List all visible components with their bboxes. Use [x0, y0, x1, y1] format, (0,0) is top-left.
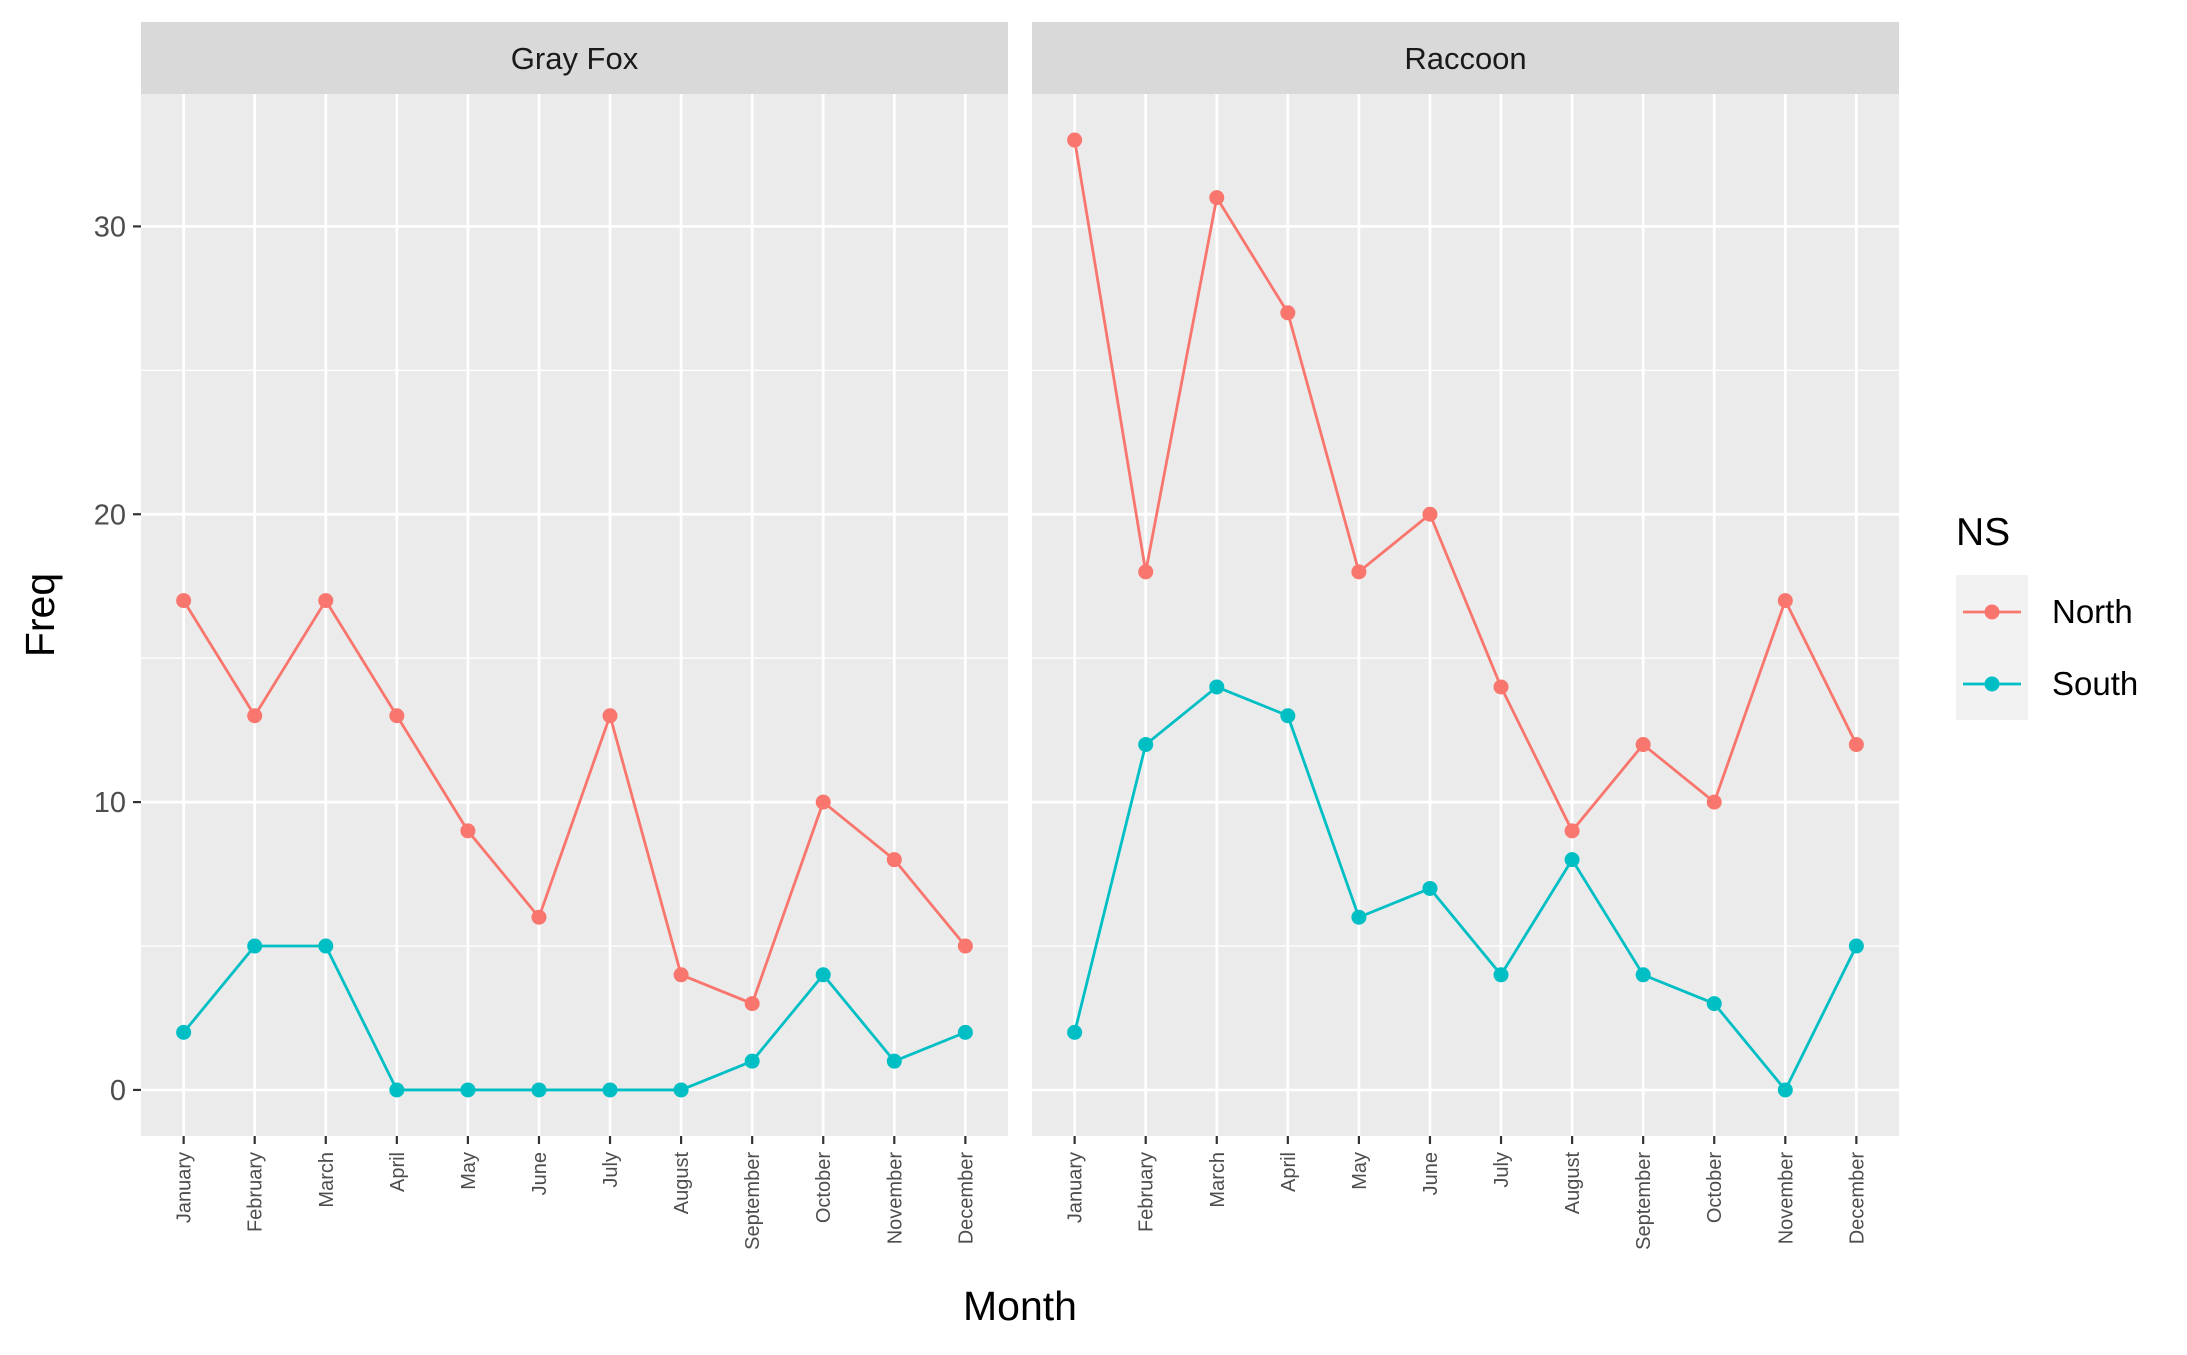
- data-point-south: [815, 967, 831, 983]
- x-tick-label: October: [813, 1152, 835, 1223]
- y-tick-label: 20: [94, 499, 126, 531]
- panel-raccoon: Raccoon January February March April May June J…: [1032, 22, 1899, 1250]
- panel-title: Raccoon: [1404, 41, 1526, 76]
- x-tick-label: September: [1633, 1152, 1655, 1250]
- data-point-north: [318, 593, 334, 609]
- data-point-south: [1848, 938, 1864, 954]
- data-point-north: [886, 852, 902, 868]
- x-tick-label: June: [1420, 1152, 1442, 1195]
- data-point-north: [602, 708, 618, 724]
- data-point-south: [531, 1082, 547, 1098]
- x-tick-label: August: [1562, 1152, 1584, 1215]
- panel-strip: [141, 22, 1008, 94]
- data-point-north: [1067, 132, 1083, 148]
- data-point-north: [176, 593, 192, 609]
- x-axis-title: Month: [963, 1283, 1077, 1329]
- panel-strip: [1032, 22, 1899, 94]
- x-tick-label: March: [1207, 1152, 1229, 1208]
- x-tick-label: September: [742, 1152, 764, 1250]
- data-point-south: [1422, 880, 1438, 896]
- legend: NS North South: [1956, 511, 2138, 720]
- data-point-south: [957, 1024, 973, 1040]
- data-point-south: [1635, 967, 1651, 983]
- series-line-south: [1073, 685, 1858, 1093]
- data-point-north: [460, 823, 476, 839]
- x-tick-label: July: [1491, 1152, 1513, 1188]
- data-point-south: [886, 1053, 902, 1069]
- data-point-north: [1706, 794, 1722, 810]
- legend-title: NS: [1956, 511, 2010, 554]
- data-point-north: [957, 938, 973, 954]
- data-point-north: [389, 708, 405, 724]
- series-line-south: [182, 944, 966, 1092]
- data-point-north: [1493, 679, 1509, 695]
- x-tick-label: February: [245, 1152, 267, 1232]
- x-tick-label: May: [458, 1152, 480, 1190]
- data-point-north: [1848, 737, 1864, 753]
- legend-label-south: South: [2052, 665, 2138, 702]
- data-point-north: [1564, 823, 1580, 839]
- y-axis-title: Freq: [17, 573, 63, 657]
- data-point-south: [744, 1053, 760, 1069]
- data-point-north: [744, 996, 760, 1012]
- x-tick-label: April: [1278, 1152, 1300, 1192]
- data-point-south: [460, 1082, 476, 1098]
- x-tick-label: January: [1065, 1152, 1087, 1223]
- panel-title: Gray Fox: [511, 41, 639, 76]
- data-point-north: [1635, 737, 1651, 753]
- data-point-south: [1138, 737, 1154, 753]
- data-point-south: [602, 1082, 618, 1098]
- x-tick-label: March: [316, 1152, 338, 1208]
- series-line-north: [1073, 139, 1858, 834]
- data-point-south: [318, 938, 334, 954]
- y-tick-label: 30: [94, 211, 126, 243]
- panel-background: [1032, 94, 1899, 1136]
- legend-label-north: North: [2052, 593, 2133, 630]
- data-point-south: [1777, 1082, 1793, 1098]
- data-point-south: [176, 1024, 192, 1040]
- data-point-north: [1280, 305, 1296, 321]
- x-tick-label: November: [884, 1152, 906, 1245]
- data-point-south: [1706, 996, 1722, 1012]
- data-point-north: [673, 967, 689, 983]
- data-point-south: [389, 1082, 405, 1098]
- x-tick-label: December: [1846, 1152, 1868, 1245]
- data-point-south: [247, 938, 263, 954]
- series-line-north: [182, 597, 967, 1006]
- data-point-south: [1209, 679, 1225, 695]
- data-point-north: [1422, 506, 1438, 522]
- x-tick-label: December: [955, 1152, 977, 1245]
- x-tick-label: October: [1704, 1152, 1726, 1223]
- data-point-south: [1351, 909, 1367, 925]
- panel-gray-fox: Gray Fox January February March April May June…: [141, 22, 1008, 1250]
- y-tick-label: 10: [94, 787, 126, 819]
- x-tick-label: August: [671, 1152, 693, 1215]
- legend-key-point-south: [1984, 676, 2000, 692]
- x-tick-label: November: [1775, 1152, 1797, 1245]
- x-tick-label: February: [1136, 1152, 1158, 1232]
- data-point-north: [1351, 564, 1367, 580]
- data-point-south: [673, 1082, 689, 1098]
- data-point-north: [1138, 564, 1154, 580]
- data-point-north: [247, 708, 263, 724]
- data-point-north: [1209, 190, 1225, 206]
- data-point-north: [531, 909, 547, 925]
- y-tick-label: 0: [110, 1075, 126, 1107]
- legend-key-point-north: [1984, 604, 2000, 620]
- data-point-south: [1067, 1024, 1083, 1040]
- x-tick-label: June: [529, 1152, 551, 1195]
- x-tick-label: April: [387, 1152, 409, 1192]
- panel-background: [141, 94, 1008, 1136]
- data-point-north: [815, 794, 831, 810]
- data-point-south: [1564, 852, 1580, 868]
- x-tick-label: July: [600, 1152, 622, 1188]
- x-tick-label: January: [174, 1152, 196, 1223]
- data-point-south: [1493, 967, 1509, 983]
- data-point-south: [1280, 708, 1296, 724]
- legend-key-background: [1956, 575, 2028, 720]
- data-point-north: [1777, 593, 1793, 609]
- x-tick-label: May: [1349, 1152, 1371, 1190]
